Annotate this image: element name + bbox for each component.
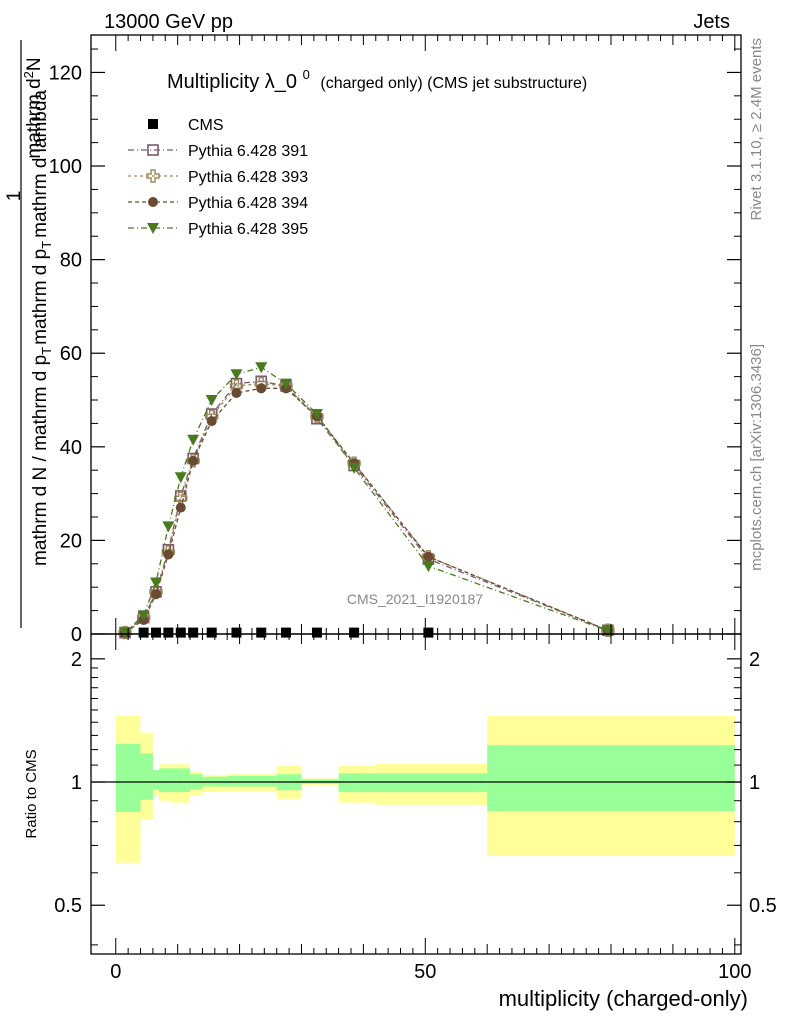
analysis-watermark: CMS_2021_I1920187: [347, 591, 483, 607]
ylabel-denominator: mathrm d N / mathrm d pTmathrm d pTmathr…: [30, 90, 54, 566]
y-tick-label: 100: [49, 156, 82, 178]
uncertainty-band-inner: [159, 768, 172, 793]
ratio-y-tick-label: 2: [71, 649, 82, 671]
data-point: [349, 627, 360, 638]
data-point: [423, 551, 434, 562]
data-point: [206, 627, 217, 638]
ratio-xlabel: multiplicity (charged-only): [499, 986, 748, 1011]
data-point: [423, 627, 434, 638]
series-line: [124, 366, 609, 634]
data-point: [150, 577, 162, 589]
ratio-panel: 0.5 0.5 1 1 2 2 0 50 100 Ratio to CMS multiplici…: [23, 633, 777, 1011]
data-point: [188, 627, 199, 638]
main-title-subtitle: (charged only) (CMS jet substructure): [320, 75, 587, 92]
legend-label: Pythia 6.428 394: [188, 195, 308, 212]
series-0: [120, 627, 434, 638]
main-ylabel: 1 mathrm d N / mathrm d pTmathrm d pTmat…: [4, 40, 54, 628]
data-point: [281, 627, 291, 638]
y-tick-label: 80: [60, 250, 82, 272]
data-point: [280, 378, 292, 390]
data-point: [310, 409, 323, 421]
data-point: [348, 462, 361, 474]
uncertainty-band-inner: [227, 775, 277, 787]
ratio-y-tick-label-right: 0.5: [749, 895, 777, 917]
y-tick-label: 0: [71, 624, 82, 646]
data-point: [163, 627, 174, 638]
uncertainty-band-inner: [115, 743, 141, 812]
y-tick-label: 20: [60, 530, 82, 552]
header-jets-label: Jets: [693, 11, 730, 33]
header-energy-label: 13000 GeV pp: [104, 11, 233, 33]
data-point: [311, 627, 322, 638]
ratio-y-tick-label: 0.5: [54, 895, 82, 917]
main-title-superscript: 0: [303, 67, 310, 82]
uncertainty-band-inner: [140, 753, 153, 800]
uncertainty-band-inner: [171, 768, 191, 793]
ratio-y-tick-label: 1: [71, 772, 82, 794]
legend-marker: [146, 169, 160, 183]
legend-label: Pythia 6.428 393: [188, 169, 308, 186]
data-point: [206, 416, 217, 427]
legend-marker: [148, 119, 158, 129]
ratio-data-layer: [91, 715, 741, 863]
main-title-text: Multiplicity λ_0: [167, 71, 297, 93]
data-point: [175, 502, 186, 513]
ratio-axes: 0.5 0.5 1 1 2 2 0 50 100: [54, 634, 777, 983]
data-point: [174, 472, 187, 484]
y-tick-label: 40: [60, 437, 82, 459]
x-tick-label: 50: [414, 961, 436, 983]
ratio-y-tick-label-right: 2: [749, 649, 760, 671]
data-point: [188, 455, 199, 466]
legend: CMS Pythia 6.428 391 Pythia 6.428 393 Pythi…: [128, 117, 308, 238]
legend-marker: [147, 223, 159, 234]
main-title: Multiplicity λ_0 0 (charged only) (CMS j…: [167, 62, 587, 93]
data-point: [138, 627, 149, 638]
series-4: [119, 362, 614, 639]
data-point: [163, 549, 174, 560]
rivet-version-label: Rivet 3.1.10, ≥ 2.4M events: [748, 38, 765, 221]
x-tick-label: 100: [718, 961, 751, 983]
data-point: [205, 395, 218, 407]
data-point: [231, 627, 242, 638]
data-point: [231, 387, 242, 398]
main-panel: 0 20 40 60 80 100 120 Multiplicity λ_0 0 (char…: [49, 34, 742, 646]
legend-label: Pythia 6.428 395: [188, 221, 308, 238]
ratio-y-tick-label-right: 1: [749, 772, 760, 794]
data-point: [137, 610, 150, 622]
data-point: [151, 589, 161, 600]
data-point: [422, 561, 435, 573]
uncertainty-band-inner: [152, 770, 160, 790]
uncertainty-band-inner: [487, 745, 735, 811]
data-point: [230, 369, 243, 381]
y-tick-label: 60: [60, 343, 82, 365]
data-point: [151, 627, 161, 638]
data-point: [162, 521, 175, 533]
ratio-ylabel: Ratio to CMS: [23, 749, 40, 838]
data-point: [256, 383, 267, 394]
series-line: [124, 387, 609, 634]
ylabel-numerator: 1: [4, 191, 25, 202]
legend-label: CMS: [188, 117, 224, 134]
ylabel-numerator-right: mathrm d2N: [21, 57, 45, 158]
x-tick-label: 0: [110, 961, 121, 983]
legend-label: Pythia 6.428 391: [188, 143, 308, 160]
data-point: [256, 627, 267, 638]
mcplots-label: mcplots.cern.ch [arXiv:1306.3436]: [748, 344, 765, 571]
data-point: [187, 434, 200, 446]
uncertainty-band-inner: [338, 773, 376, 793]
main-axes: 0 20 40 60 80 100 120: [49, 35, 741, 646]
data-point: [255, 362, 268, 374]
ratio-panel-frame: [90, 633, 742, 955]
main-data-layer: [118, 362, 615, 640]
legend-marker: [148, 197, 158, 207]
legend-marker: [147, 144, 159, 156]
y-tick-label: 120: [49, 62, 82, 84]
uncertainty-band-inner: [375, 773, 488, 793]
data-point: [175, 627, 186, 638]
